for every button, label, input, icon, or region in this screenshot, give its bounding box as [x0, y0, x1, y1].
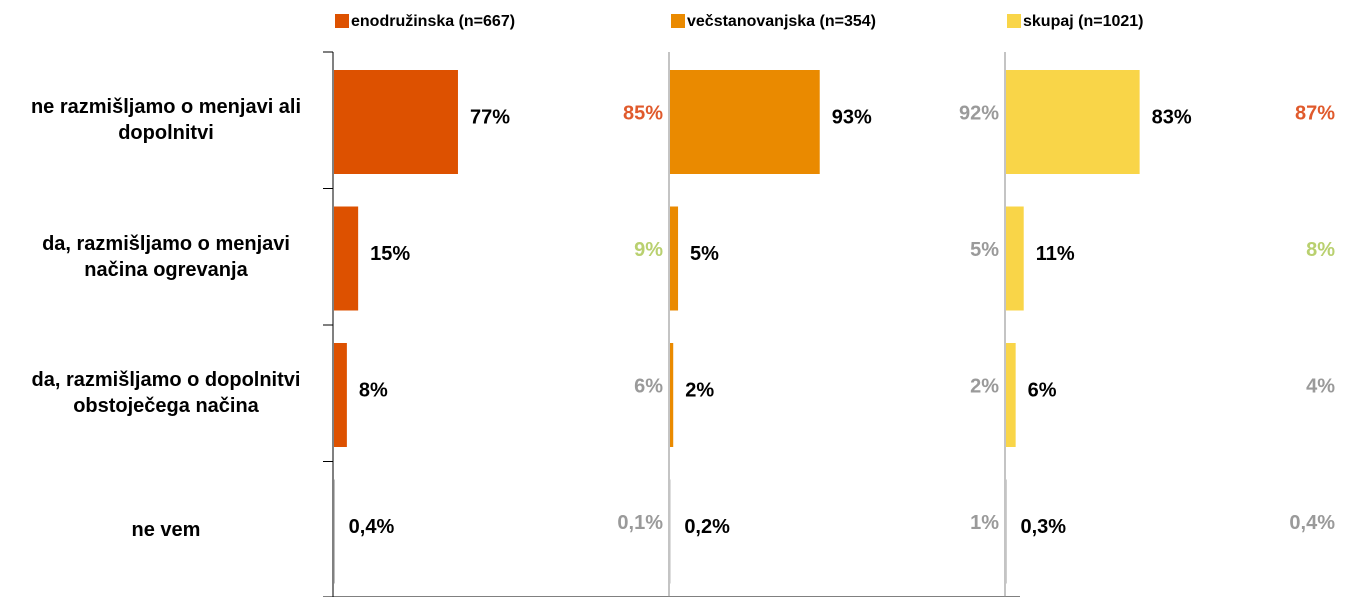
comparison-label: 9% [634, 239, 663, 261]
value-label: 0,3% [1020, 516, 1066, 538]
legend-label: enodružinska (n=667) [351, 13, 515, 30]
bar [334, 479, 335, 584]
comparison-label: 2% [970, 375, 999, 397]
bar [1006, 206, 1024, 311]
comparison-label: 8% [1306, 239, 1335, 261]
comparison-label: 1% [970, 512, 999, 534]
value-label: 8% [359, 379, 388, 401]
legend-label: večstanovanjska (n=354) [687, 13, 876, 30]
comparison-label: 5% [970, 239, 999, 261]
legend-label: skupaj (n=1021) [1023, 13, 1144, 30]
legend-swatch [1007, 14, 1021, 28]
category-label: ne vem [131, 518, 201, 541]
value-label: 93% [832, 106, 872, 128]
comparison-label: 85% [623, 102, 663, 124]
value-label: 11% [1036, 243, 1075, 265]
value-label: 5% [690, 243, 719, 265]
category-label: da, razmišljamo o menjavi načina ogrevan… [42, 232, 290, 281]
comparison-label: 0,1% [617, 512, 663, 534]
bar [334, 343, 347, 447]
bar [1006, 70, 1140, 174]
value-label: 77% [470, 106, 510, 128]
bar [670, 206, 679, 311]
value-label: 83% [1152, 106, 1192, 128]
comparison-label: 0,4% [1289, 512, 1335, 534]
legend-swatch [671, 14, 685, 28]
category-label: da, razmišljamo o dopolnitvi obstoječega… [31, 369, 301, 418]
comparison-label: 6% [634, 375, 663, 397]
bar [334, 70, 458, 174]
category-label: ne razmišljamo o menjavi ali dopolnitvi [30, 96, 302, 145]
bar [670, 70, 820, 174]
bar [670, 343, 674, 447]
value-label: 2% [685, 379, 714, 401]
comparison-label: 4% [1306, 375, 1335, 397]
bar [1006, 343, 1016, 447]
value-label: 6% [1028, 379, 1057, 401]
comparison-label: 92% [959, 102, 999, 124]
value-label: 0,4% [349, 516, 395, 538]
comparison-label: 87% [1295, 102, 1335, 124]
value-label: 15% [370, 243, 410, 265]
bar [334, 206, 359, 311]
value-label: 0,2% [684, 516, 730, 538]
legend-swatch [335, 14, 349, 28]
